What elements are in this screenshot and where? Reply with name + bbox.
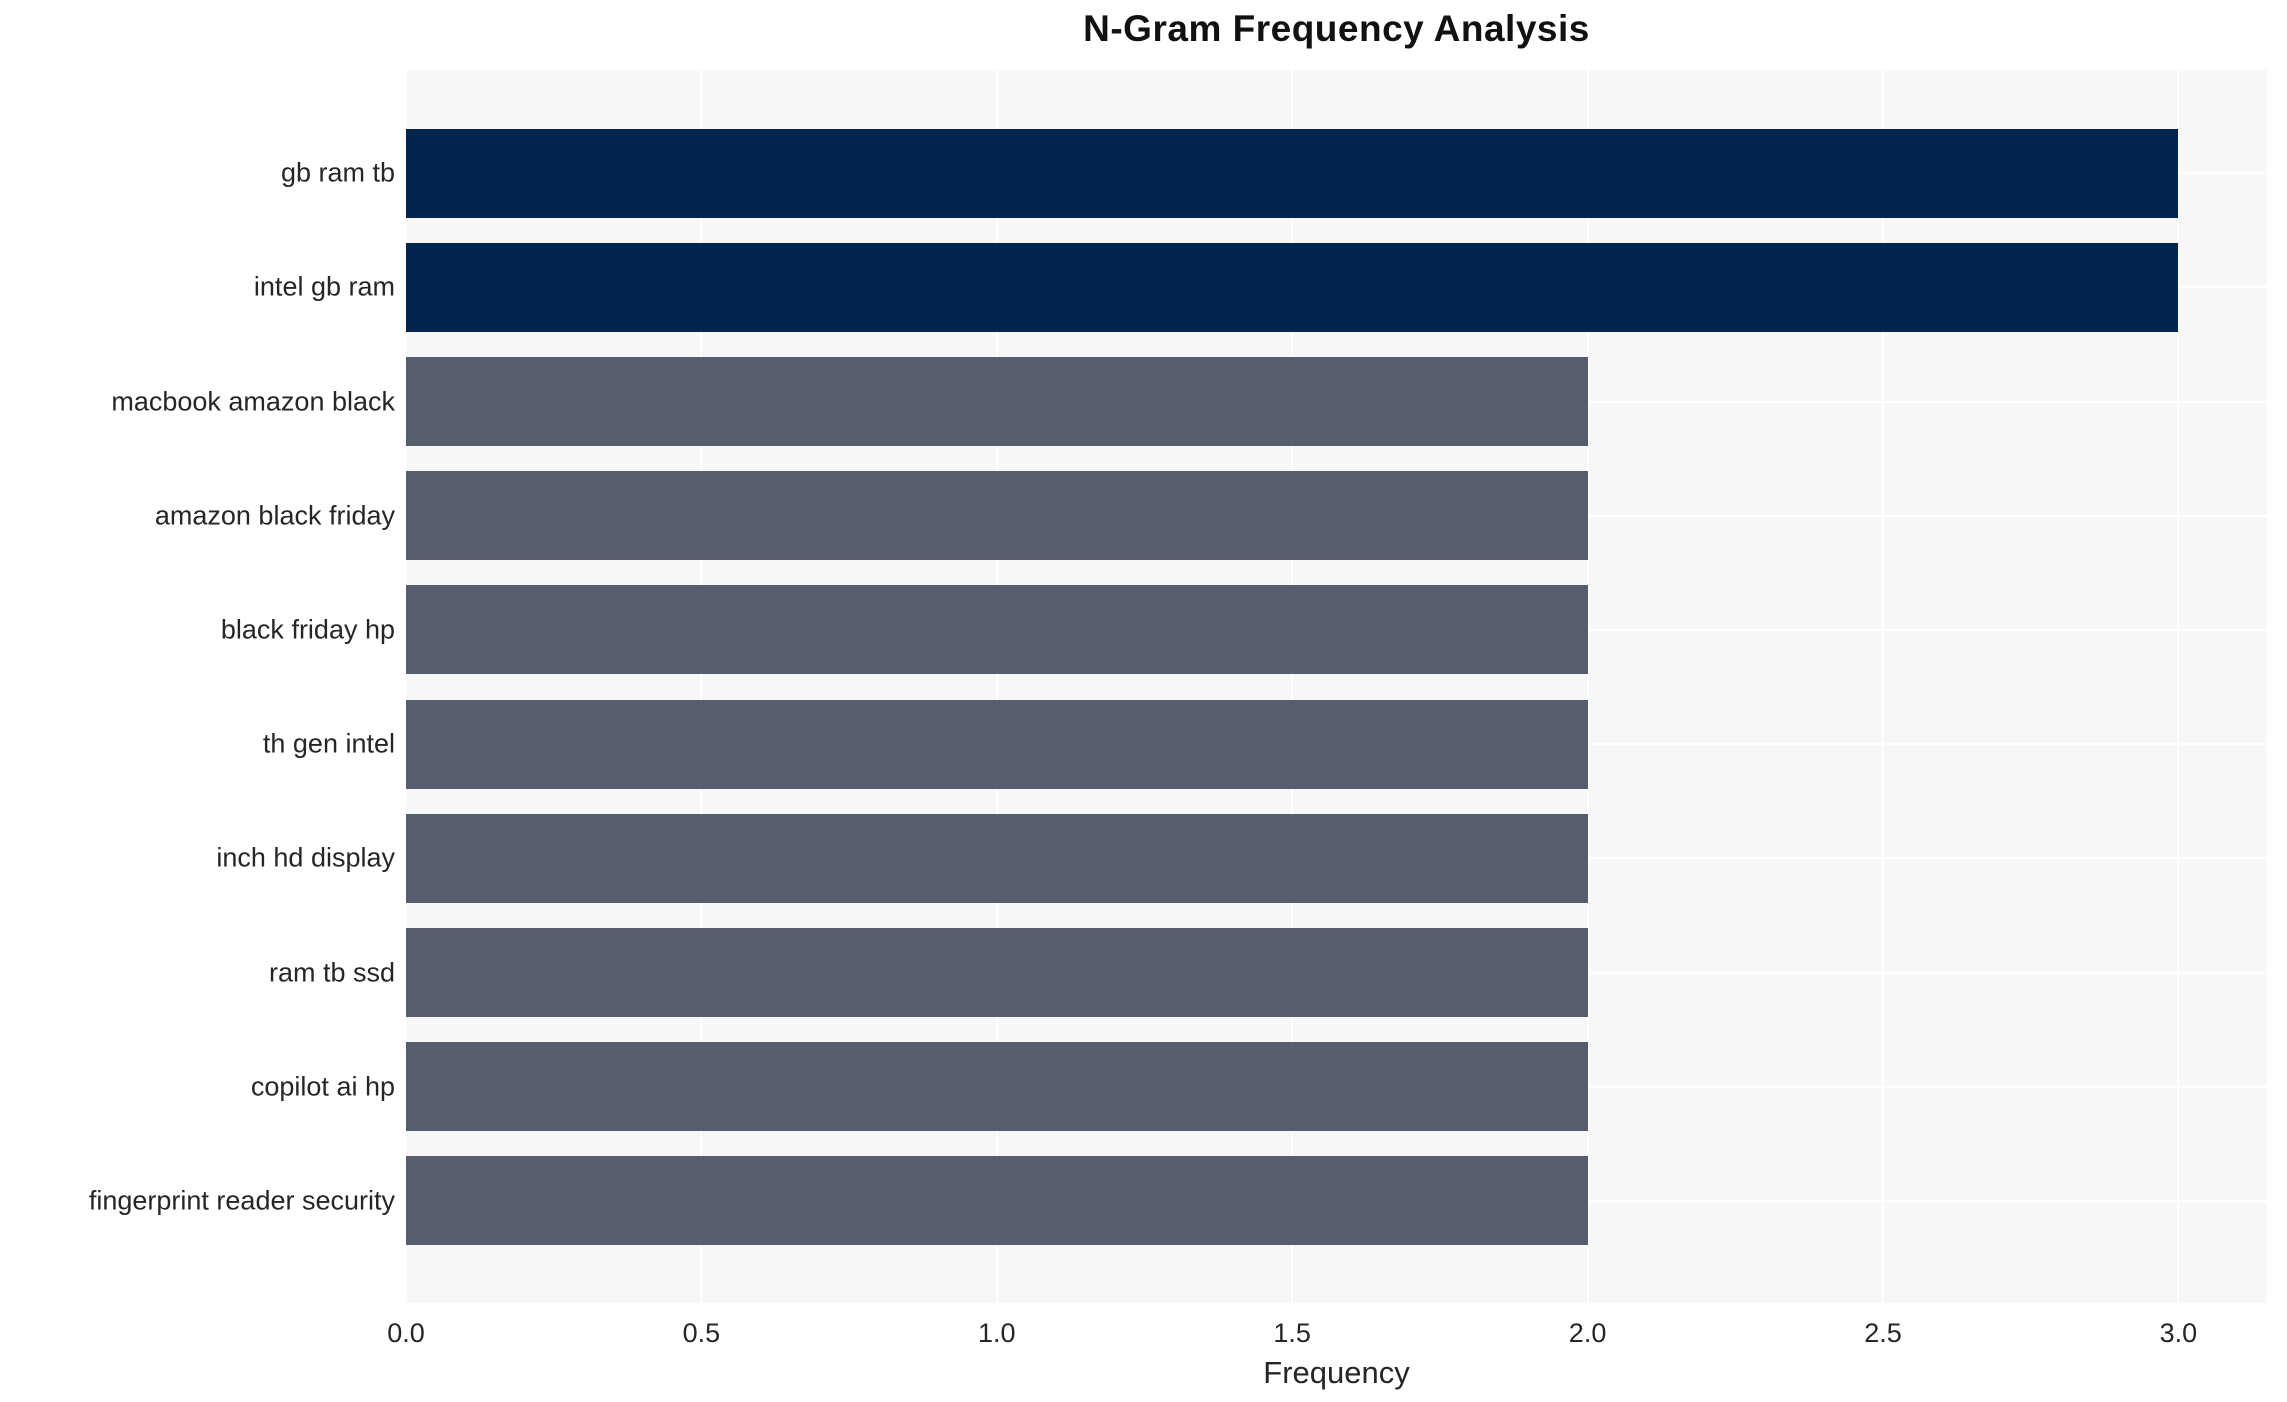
bar-fingerprint-reader-security (406, 1156, 1588, 1246)
bar-copilot-ai-hp (406, 1042, 1588, 1132)
y-tick-label: gb ram tb (280, 157, 395, 188)
bar-inch-hd-display (406, 813, 1588, 903)
y-tick-label: amazon black friday (154, 500, 395, 531)
x-tick-label: 2.5 (1864, 1318, 1902, 1348)
y-tick-label: black friday hp (220, 614, 395, 645)
y-tick-label: intel gb ram (253, 271, 395, 302)
x-tick-label: 3.0 (2159, 1318, 2198, 1348)
plot-area (405, 70, 2267, 1303)
y-tick-label: copilot ai hp (250, 1071, 395, 1102)
y-tick-label: th gen intel (262, 728, 395, 759)
y-tick-label: inch hd display (216, 842, 395, 873)
chart-title: N-Gram Frequency Analysis (1083, 8, 1590, 49)
x-tick-label: 1.0 (978, 1318, 1016, 1348)
bar-ram-tb-ssd (406, 928, 1588, 1017)
bar-intel-gb-ram (406, 242, 2179, 332)
x-axis-title: Frequency (1263, 1355, 1410, 1390)
gridline-x (700, 70, 703, 1303)
bar-gb-ram-tb (406, 128, 2179, 218)
gridline-x (1586, 70, 1589, 1303)
bar-th-gen-intel (406, 699, 1588, 789)
gridline-x (2177, 70, 2180, 1303)
gridline-x (995, 70, 998, 1303)
y-tick-label: fingerprint reader security (88, 1185, 395, 1216)
x-tick-label: 0.0 (387, 1318, 425, 1348)
x-tick-label: 0.5 (682, 1318, 721, 1348)
bar-macbook-amazon-black (406, 357, 1588, 446)
gridline-x (1291, 70, 1294, 1303)
gridline-x (1881, 70, 1884, 1303)
bar-black-friday-hp (406, 585, 1588, 675)
y-tick-label: ram tb ssd (268, 957, 395, 987)
x-tick-label: 2.0 (1568, 1318, 1607, 1348)
gridline-x (405, 70, 407, 1303)
bar-amazon-black-friday (406, 471, 1588, 561)
x-tick-label: 1.5 (1273, 1318, 1311, 1348)
y-tick-label: macbook amazon black (111, 386, 395, 416)
